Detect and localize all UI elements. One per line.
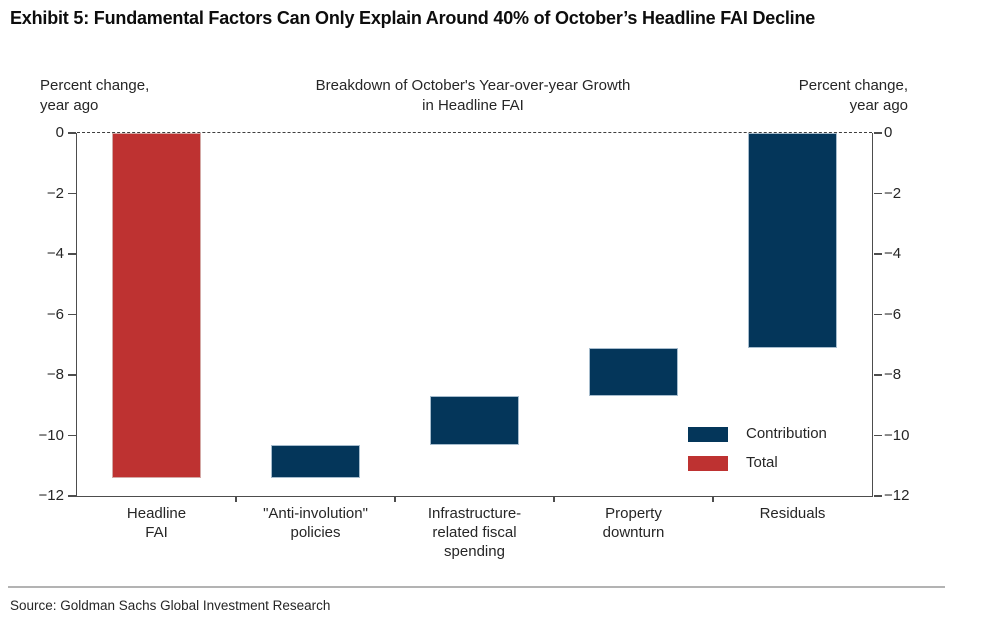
source-divider: [8, 586, 945, 588]
y-tick-left-10: [68, 435, 76, 437]
x-boundary-tick-2: [394, 496, 396, 502]
legend-item-total: Total: [688, 455, 827, 471]
y-tick-label-left-8: −8: [24, 366, 64, 384]
bar-infrastructure-related-fiscal-spending: [430, 396, 519, 444]
y-tick-left-8: [68, 374, 76, 376]
source-text: Source: Goldman Sachs Global Investment …: [10, 598, 330, 613]
legend-item-contribution: Contribution: [688, 426, 827, 442]
y-tick-right-8: [874, 374, 882, 376]
bar-property-downturn: [589, 348, 678, 396]
bar-residuals: [748, 133, 837, 348]
legend-swatch-contribution: [688, 427, 728, 442]
y-tick-left-12: [68, 495, 76, 497]
y-tick-label-left-2: −2: [24, 185, 64, 203]
y-tick-label-left-0: 0: [24, 124, 64, 142]
y-tick-left-2: [68, 193, 76, 195]
category-label-anti-involution-policies: "Anti-involution" policies: [231, 504, 401, 542]
y-tick-left-6: [68, 314, 76, 316]
y-tick-label-right-4: −4: [884, 245, 924, 263]
right-axis-title: Percent change, year ago: [799, 76, 908, 116]
y-tick-right-4: [874, 253, 882, 255]
y-tick-left-4: [68, 253, 76, 255]
y-tick-right-2: [874, 193, 882, 195]
category-label-infrastructure-related-fiscal-spending: Infrastructure- related fiscal spending: [390, 504, 560, 561]
y-tick-label-left-6: −6: [24, 306, 64, 324]
y-tick-label-right-6: −6: [884, 306, 924, 324]
x-boundary-tick-1: [235, 496, 237, 502]
bar-headline-fai: [112, 133, 201, 478]
category-label-headline-fai: Headline FAI: [72, 504, 242, 542]
y-tick-label-right-8: −8: [884, 366, 924, 384]
legend-label-contribution: Contribution: [746, 426, 827, 442]
y-tick-label-right-2: −2: [884, 185, 924, 203]
x-boundary-tick-4: [712, 496, 714, 502]
plot-area: ContributionTotal Headline FAI"Anti-invo…: [76, 133, 873, 497]
y-tick-label-left-10: −10: [24, 427, 64, 445]
y-tick-left-0: [68, 132, 76, 134]
y-tick-label-left-4: −4: [24, 245, 64, 263]
bar-anti-involution-policies: [271, 445, 360, 478]
y-tick-label-right-12: −12: [884, 487, 924, 505]
legend-swatch-total: [688, 456, 728, 471]
y-tick-right-0: [874, 132, 882, 134]
y-tick-label-left-12: −12: [24, 487, 64, 505]
category-label-property-downturn: Property downturn: [549, 504, 719, 542]
x-boundary-tick-3: [553, 496, 555, 502]
y-tick-label-right-10: −10: [884, 427, 924, 445]
y-tick-right-10: [874, 435, 882, 437]
left-axis-title: Percent change, year ago: [40, 76, 149, 116]
legend: Contribution Total: [688, 426, 827, 484]
exhibit-title: Exhibit 5: Fundamental Factors Can Only …: [10, 5, 815, 31]
y-tick-right-12: [874, 495, 882, 497]
legend-label-total: Total: [746, 455, 778, 471]
chart-subtitle: Breakdown of October's Year-over-year Gr…: [223, 76, 723, 116]
y-tick-right-6: [874, 314, 882, 316]
category-label-residuals: Residuals: [708, 504, 878, 523]
y-tick-label-right-0: 0: [884, 124, 924, 142]
